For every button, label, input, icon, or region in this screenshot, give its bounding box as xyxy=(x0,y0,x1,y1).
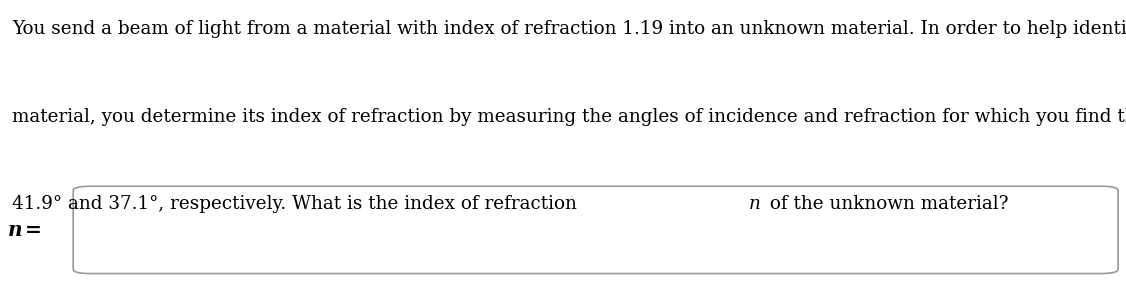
Text: 41.9° and 37.1°, respectively. What is the index of refraction: 41.9° and 37.1°, respectively. What is t… xyxy=(12,195,583,213)
FancyBboxPatch shape xyxy=(73,186,1118,274)
Text: of the unknown material?: of the unknown material? xyxy=(765,195,1009,213)
Text: You send a beam of light from a material with index of refraction 1.19 into an u: You send a beam of light from a material… xyxy=(12,20,1126,38)
Text: =: = xyxy=(25,220,42,240)
Text: n: n xyxy=(749,195,761,213)
Text: material, you determine its index of refraction by measuring the angles of incid: material, you determine its index of ref… xyxy=(12,108,1126,126)
Text: n: n xyxy=(8,220,23,240)
